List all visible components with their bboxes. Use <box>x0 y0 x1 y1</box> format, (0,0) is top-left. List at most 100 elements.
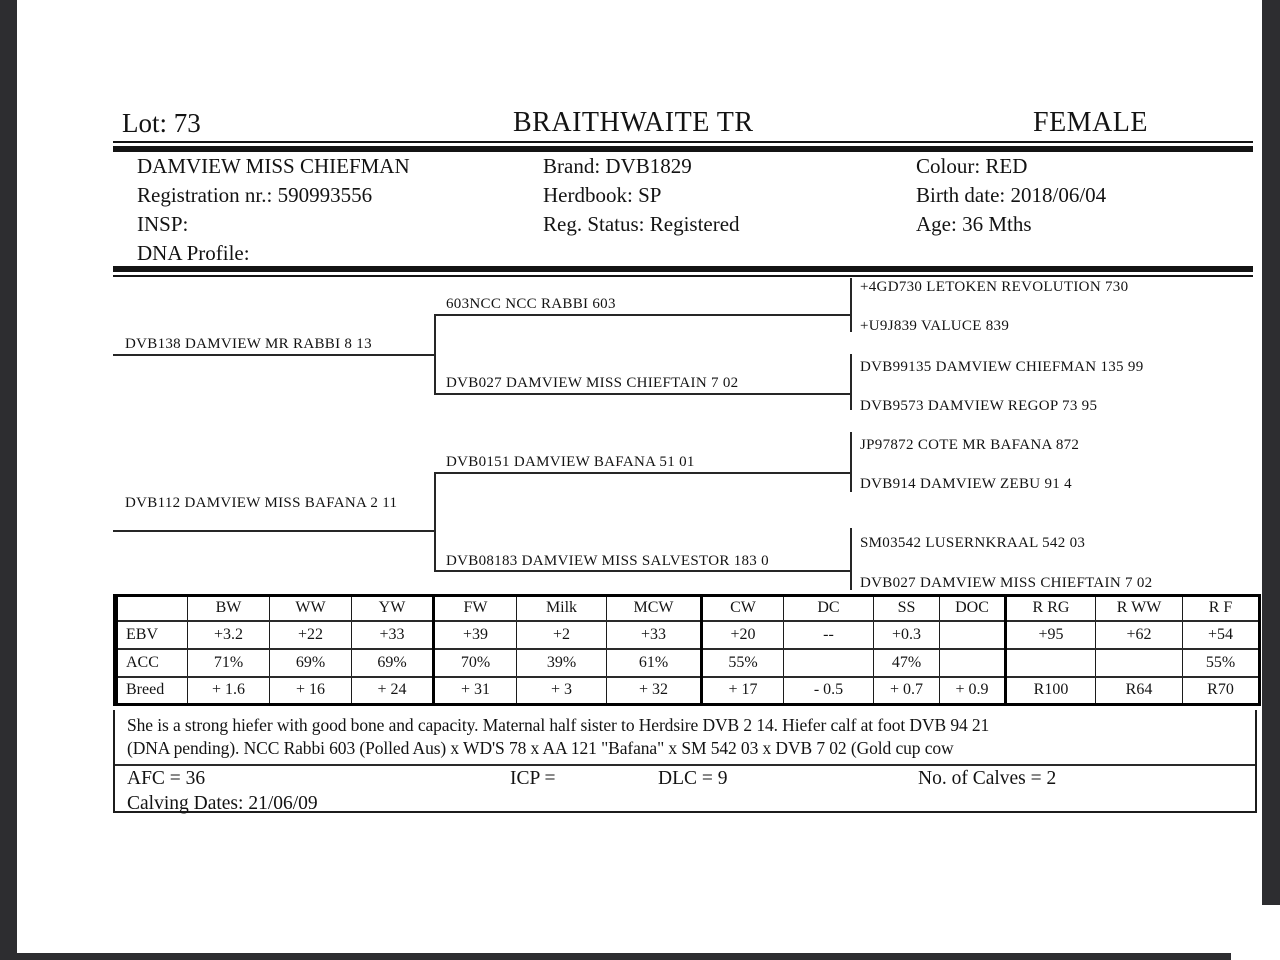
pedigree-dam-name: DVB112 DAMVIEW MISS BAFANA 2 11 <box>125 495 398 511</box>
col-header-fw: FW <box>433 595 517 621</box>
breed-bw: + 1.6 <box>187 675 270 705</box>
col-header-yw: YW <box>351 595 435 621</box>
pedigree-line-sire-bracket <box>434 314 436 395</box>
pedigree-ggp3-name: DVB99135 DAMVIEW CHIEFMAN 135 99 <box>860 359 1144 375</box>
afc-value: AFC = 36 <box>127 768 206 789</box>
left-scan-bar <box>0 0 17 953</box>
col-header-doc: DOC <box>939 595 1007 621</box>
notes-box: She is a strong hiefer with good bone an… <box>113 710 1257 814</box>
pedigree-sire-name: DVB138 DAMVIEW MR RABBI 8 13 <box>125 336 372 352</box>
pedigree-ggp1-name: +4GD730 LETOKEN REVOLUTION 730 <box>860 279 1129 295</box>
acc-bw: 71% <box>187 647 270 677</box>
ebv-ww: +22 <box>269 619 352 649</box>
acc-dc <box>783 647 874 677</box>
icp-value: ICP = <box>510 768 556 789</box>
notes-divider <box>115 764 1255 766</box>
fertility-stats-row: AFC = 36 ICP = DLC = 9 No. of Calves = 2 <box>115 766 1255 793</box>
acc-rww <box>1095 647 1183 677</box>
ebv-cw: +20 <box>701 619 784 649</box>
ebv-milk: +2 <box>516 619 607 649</box>
brand-field: Brand: DVB1829 <box>543 154 692 178</box>
ebv-bw: +3.2 <box>187 619 270 649</box>
ebv-rf: +54 <box>1182 619 1260 649</box>
col-header-rrg: R RG <box>1005 595 1096 621</box>
bottom-scan-bar <box>0 953 1231 960</box>
breed-rf: R70 <box>1182 675 1260 705</box>
pedigree-ggp4-name: DVB9573 DAMVIEW REGOP 73 95 <box>860 398 1098 414</box>
info-rule-thin <box>113 275 1253 277</box>
reg-status-field: Reg. Status: Registered <box>543 212 740 236</box>
registration-number: Registration nr.: 590993556 <box>137 183 373 207</box>
pedigree-line-dam-underline <box>113 530 435 532</box>
animal-name: DAMVIEW MISS CHIEFMAN <box>137 154 410 178</box>
row-label-breed: Breed <box>115 675 188 705</box>
pedigree-line-ggp-bracket-1 <box>850 278 852 332</box>
pedigree-line-gp1-underline <box>434 314 852 316</box>
herdbook-field: Herdbook: SP <box>543 183 662 207</box>
col-header-dc: DC <box>783 595 874 621</box>
pedigree-line-dam-bracket <box>434 472 436 572</box>
breed-cw: + 17 <box>701 675 784 705</box>
ebv-table: BW WW YW FW Milk MCW CW DC SS DOC R RG R… <box>113 594 1261 706</box>
breed-rrg: R100 <box>1005 675 1096 705</box>
acc-fw: 70% <box>433 647 517 677</box>
ebv-rww: +62 <box>1095 619 1183 649</box>
acc-mcw: 61% <box>606 647 703 677</box>
colour-field: Colour: RED <box>916 154 1028 178</box>
row-label-ebv: EBV <box>115 619 188 649</box>
right-scan-bar <box>1262 0 1280 905</box>
pedigree-line-gp3-underline <box>434 472 852 474</box>
pedigree-ggp2-name: +U9J839 VALUCE 839 <box>860 318 1010 334</box>
description-line-1: She is a strong hiefer with good bone an… <box>127 715 990 735</box>
header-rule-thin <box>113 141 1253 143</box>
col-header-rf: R F <box>1182 595 1260 621</box>
pedigree-line-gp2-underline <box>434 393 852 395</box>
acc-ww: 69% <box>269 647 352 677</box>
breed-ss: + 0.7 <box>873 675 940 705</box>
pedigree-ggp7-name: SM03542 LUSERNKRAAL 542 03 <box>860 535 1086 551</box>
col-header-milk: Milk <box>516 595 607 621</box>
col-header-ww: WW <box>269 595 352 621</box>
ebv-yw: +33 <box>351 619 435 649</box>
acc-cw: 55% <box>701 647 784 677</box>
row-label-acc: ACC <box>115 647 188 677</box>
acc-doc <box>939 647 1007 677</box>
birth-date-field: Birth date: 2018/06/04 <box>916 183 1107 207</box>
ebv-rrg: +95 <box>1005 619 1096 649</box>
pedigree-line-gp4-underline <box>434 570 852 572</box>
breed-yw: + 24 <box>351 675 435 705</box>
ebv-fw: +39 <box>433 619 517 649</box>
pedigree-ggp6-name: DVB914 DAMVIEW ZEBU 91 4 <box>860 476 1072 492</box>
pedigree-line-ggp-bracket-3 <box>850 432 852 492</box>
insp-field: INSP: <box>137 212 189 236</box>
ebv-doc <box>939 619 1007 649</box>
ebv-ss: +0.3 <box>873 619 940 649</box>
dna-profile-field: DNA Profile: <box>137 241 250 265</box>
col-header-bw: BW <box>187 595 270 621</box>
ebv-dc: -- <box>783 619 874 649</box>
breed-fw: + 31 <box>433 675 517 705</box>
breed-dc: - 0.5 <box>783 675 874 705</box>
breed-mcw: + 32 <box>606 675 703 705</box>
pedigree-line-ggp-bracket-4 <box>850 528 852 590</box>
col-header-rww: R WW <box>1095 595 1183 621</box>
pedigree-line-ggp-bracket-2 <box>850 354 852 410</box>
ebv-mcw: +33 <box>606 619 703 649</box>
col-header-mcw: MCW <box>606 595 703 621</box>
pedigree-granddam-name: DVB027 DAMVIEW MISS CHIEFTAIN 7 02 <box>446 375 739 391</box>
acc-rrg <box>1005 647 1096 677</box>
breed-milk: + 3 <box>516 675 607 705</box>
acc-ss: 47% <box>873 647 940 677</box>
ebv-header-row: BW WW YW FW Milk MCW CW DC SS DOC R RG R… <box>115 595 1260 621</box>
sex-label: FEMALE <box>1033 107 1148 138</box>
info-rule-thick <box>113 266 1253 272</box>
pedigree-grandsire2-name: DVB0151 DAMVIEW BAFANA 51 01 <box>446 454 695 470</box>
acc-milk: 39% <box>516 647 607 677</box>
breed-row: Breed + 1.6 + 16 + 24 + 31 + 3 + 32 + 17… <box>115 675 1260 705</box>
breed-doc: + 0.9 <box>939 675 1007 705</box>
sale-title: BRAITHWAITE TR <box>513 107 754 138</box>
acc-row: ACC 71% 69% 69% 70% 39% 61% 55% 47% 55% <box>115 647 1260 677</box>
description-line-2: (DNA pending). NCC Rabbi 603 (Polled Aus… <box>127 738 954 758</box>
breed-rww: R64 <box>1095 675 1183 705</box>
acc-rf: 55% <box>1182 647 1260 677</box>
